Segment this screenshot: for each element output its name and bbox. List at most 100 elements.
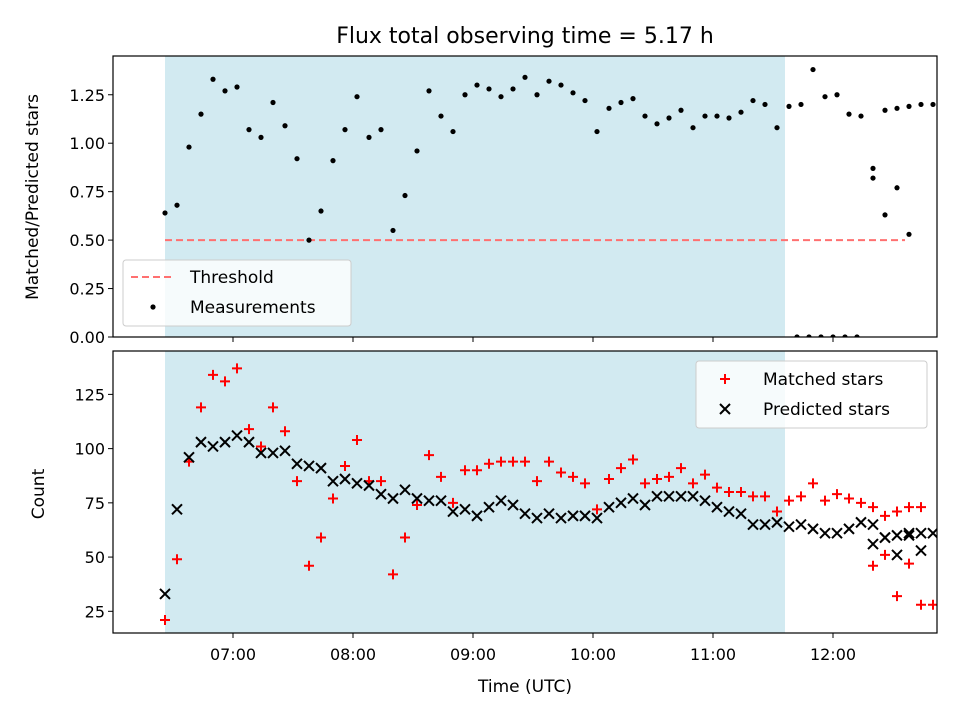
matched-point (280, 426, 290, 437)
matched-point (916, 599, 926, 610)
chart-title: Flux total observing time = 5.17 h (336, 24, 714, 49)
matched-point (724, 487, 734, 497)
y-tick-label: 25 (85, 602, 105, 621)
x-tick-label: 12:00 (810, 645, 856, 664)
measurement-point (834, 92, 840, 98)
matched-point (172, 554, 182, 565)
y-tick-label: 50 (85, 548, 105, 567)
measurement-point (258, 134, 264, 140)
matched-point (760, 491, 770, 502)
bottom-panel: 25 50 75 100 125 07:00 08:00 09:00 10:00 11:00 12:… (74, 350, 938, 664)
measurement-point (522, 74, 528, 80)
predicted-point (459, 503, 471, 516)
matched-point (244, 424, 254, 435)
measurement-point (390, 227, 396, 234)
measurement-point (906, 103, 912, 109)
measurement-point (270, 99, 276, 106)
matched-point (904, 558, 914, 569)
measurement-point (762, 101, 768, 108)
measurement-point (282, 123, 288, 129)
observing-span (165, 351, 785, 633)
legend-box (122, 259, 352, 327)
matched-point (208, 369, 218, 380)
matched-point (808, 478, 818, 489)
predicted-point (399, 484, 411, 496)
measurement-point (894, 185, 900, 191)
predicted-point (567, 510, 579, 522)
predicted-point (771, 516, 783, 529)
measurement-point (618, 99, 624, 106)
predicted-point (555, 512, 567, 524)
y-tick-label: 75 (85, 494, 105, 513)
predicted-point (519, 507, 531, 520)
measurement-point (846, 111, 852, 117)
predicted-point (435, 494, 447, 507)
predicted-point (387, 492, 399, 505)
predicted-point (423, 494, 435, 507)
predicted-point (195, 436, 207, 448)
measurement-point (546, 78, 552, 84)
predicted-point (699, 494, 711, 507)
measurement-point (162, 210, 168, 216)
y-tick-label: 0.25 (69, 280, 105, 299)
predicted-point (795, 518, 807, 531)
matched-point (532, 476, 542, 487)
measurement-point (342, 127, 348, 133)
predicted-series (159, 429, 937, 600)
matched-point (496, 456, 506, 467)
legend-threshold-label: Threshold (189, 268, 274, 288)
y-tick-label: 125 (74, 385, 105, 404)
legend-matched-label: Matched stars (763, 370, 883, 390)
matched-series (160, 363, 937, 625)
predicted-point (735, 507, 747, 520)
matched-point (316, 532, 326, 543)
measurement-point (210, 76, 216, 82)
measurement-point (558, 82, 564, 88)
matched-point (844, 493, 854, 504)
predicted-point (531, 512, 543, 524)
predicted-point (351, 477, 363, 490)
matched-point (892, 506, 902, 517)
legend-matched-swatch (720, 374, 730, 384)
predicted-point (447, 505, 459, 518)
matched-point (736, 487, 746, 497)
matched-point (916, 502, 926, 513)
measurement-point (450, 128, 456, 135)
matched-point (928, 599, 937, 610)
predicted-point (867, 538, 879, 550)
measurement-point (750, 97, 756, 104)
y-tick-label: 0.00 (69, 328, 105, 347)
measurement-point (246, 127, 252, 133)
matched-point (268, 402, 278, 413)
measurement-point (582, 97, 588, 104)
y-tick-label: 0.75 (69, 183, 105, 202)
measurement-point (830, 334, 836, 337)
predicted-point (231, 429, 243, 442)
matched-point (868, 560, 878, 571)
predicted-point (471, 510, 483, 522)
matched-point (700, 469, 710, 480)
measurement-point (794, 334, 800, 337)
predicted-point (879, 531, 891, 544)
x-tick-label: 11:00 (690, 645, 736, 664)
predicted-point (243, 436, 255, 448)
matched-point (772, 506, 782, 517)
predicted-point (207, 440, 219, 453)
predicted-point (507, 499, 519, 511)
predicted-point (255, 447, 267, 459)
predicted-point (867, 518, 879, 531)
measurement-point (678, 107, 684, 113)
matched-point (664, 471, 674, 482)
y-tick-label: 0.50 (69, 231, 105, 250)
predicted-point (843, 523, 855, 535)
predicted-point (291, 458, 303, 470)
matched-point (796, 491, 806, 502)
measurement-point (666, 115, 672, 121)
x-axis-label: Time (UTC) (477, 677, 572, 697)
measurement-point (882, 212, 888, 218)
axes-frame (112, 350, 938, 634)
predicted-point (663, 490, 675, 503)
measurement-point (842, 334, 848, 337)
predicted-point (591, 512, 603, 524)
legend-box (695, 360, 928, 429)
